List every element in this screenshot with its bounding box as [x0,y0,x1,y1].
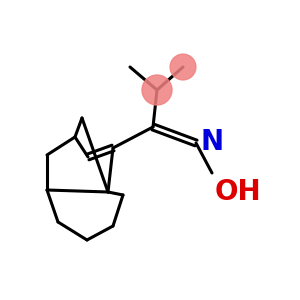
Text: OH: OH [214,178,261,206]
Circle shape [170,54,196,80]
Circle shape [142,75,172,105]
Text: N: N [200,128,224,155]
